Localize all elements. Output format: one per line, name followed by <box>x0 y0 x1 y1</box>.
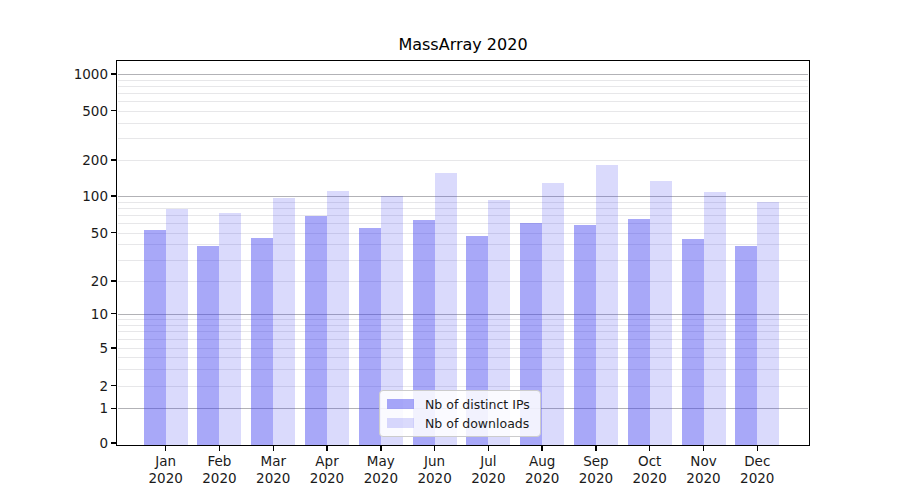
y-tick-mark <box>111 347 116 348</box>
legend-label-distinct-ips: Nb of distinct IPs <box>425 397 530 412</box>
legend-swatch-distinct-ips <box>387 399 414 409</box>
bar-downloads <box>219 213 241 445</box>
gridline-minor <box>118 86 808 87</box>
bar-distinct-ips <box>735 246 757 445</box>
gridline-minor <box>118 101 808 102</box>
bar-downloads <box>650 181 672 444</box>
y-tick-mark <box>111 313 116 314</box>
x-tick-mark <box>595 446 596 451</box>
gridline-minor <box>118 93 808 94</box>
y-tick-label: 50 <box>52 225 108 241</box>
x-tick-label: Dec 2020 <box>725 453 789 487</box>
bar-distinct-ips <box>359 228 381 445</box>
bar-downloads <box>757 202 779 445</box>
x-tick-mark <box>219 446 220 451</box>
bar-downloads <box>327 191 349 445</box>
gridline-minor <box>118 160 808 161</box>
y-tick-mark <box>111 232 116 233</box>
y-tick-label: 10 <box>52 306 108 322</box>
x-tick-mark <box>757 446 758 451</box>
bar-distinct-ips <box>682 239 704 444</box>
y-tick-mark <box>111 408 116 409</box>
x-tick-mark <box>488 446 489 451</box>
bar-distinct-ips <box>251 238 273 444</box>
bar-downloads <box>273 198 295 444</box>
y-tick-mark <box>111 159 116 160</box>
x-tick-mark <box>434 446 435 451</box>
bar-distinct-ips <box>144 230 166 445</box>
y-tick-label: 20 <box>52 273 108 289</box>
x-tick-mark <box>541 446 542 451</box>
legend-label-downloads: Nb of downloads <box>425 416 529 431</box>
legend-swatch-downloads <box>387 418 414 428</box>
bar-distinct-ips <box>305 216 327 445</box>
gridline-minor <box>118 80 808 81</box>
bar-downloads <box>596 165 618 445</box>
x-tick-mark <box>165 446 166 451</box>
legend-item-distinct-ips: Nb of distinct IPs <box>387 396 530 412</box>
bar-downloads <box>542 183 564 445</box>
figure: MassArray 2020 01251020501002005001000Ja… <box>0 0 900 500</box>
x-tick-mark <box>649 446 650 451</box>
gridline-major <box>118 74 808 75</box>
y-tick-mark <box>111 73 116 74</box>
bar-distinct-ips <box>628 219 650 445</box>
bar-distinct-ips <box>574 225 596 445</box>
y-tick-label: 0 <box>52 435 108 451</box>
chart-title: MassArray 2020 <box>116 35 810 54</box>
y-tick-mark <box>111 110 116 111</box>
y-tick-mark <box>111 195 116 196</box>
x-tick-mark <box>703 446 704 451</box>
y-tick-label: 1 <box>52 400 108 416</box>
y-tick-label: 5 <box>52 340 108 356</box>
x-tick-mark <box>273 446 274 451</box>
legend: Nb of distinct IPs Nb of downloads <box>379 390 541 437</box>
legend-item-downloads: Nb of downloads <box>387 415 530 431</box>
x-tick-mark <box>380 446 381 451</box>
y-tick-label: 500 <box>52 103 108 119</box>
x-tick-mark <box>326 446 327 451</box>
y-tick-mark <box>111 280 116 281</box>
y-tick-label: 100 <box>52 188 108 204</box>
y-tick-label: 200 <box>52 152 108 168</box>
bar-distinct-ips <box>197 246 219 445</box>
gridline-minor <box>118 111 808 112</box>
y-tick-mark <box>111 385 116 386</box>
bar-downloads <box>704 192 726 445</box>
bar-downloads <box>166 209 188 444</box>
y-tick-label: 1000 <box>52 66 108 82</box>
gridline-minor <box>118 138 808 139</box>
y-tick-mark <box>111 442 116 443</box>
y-tick-label: 2 <box>52 378 108 394</box>
gridline-minor <box>118 123 808 124</box>
